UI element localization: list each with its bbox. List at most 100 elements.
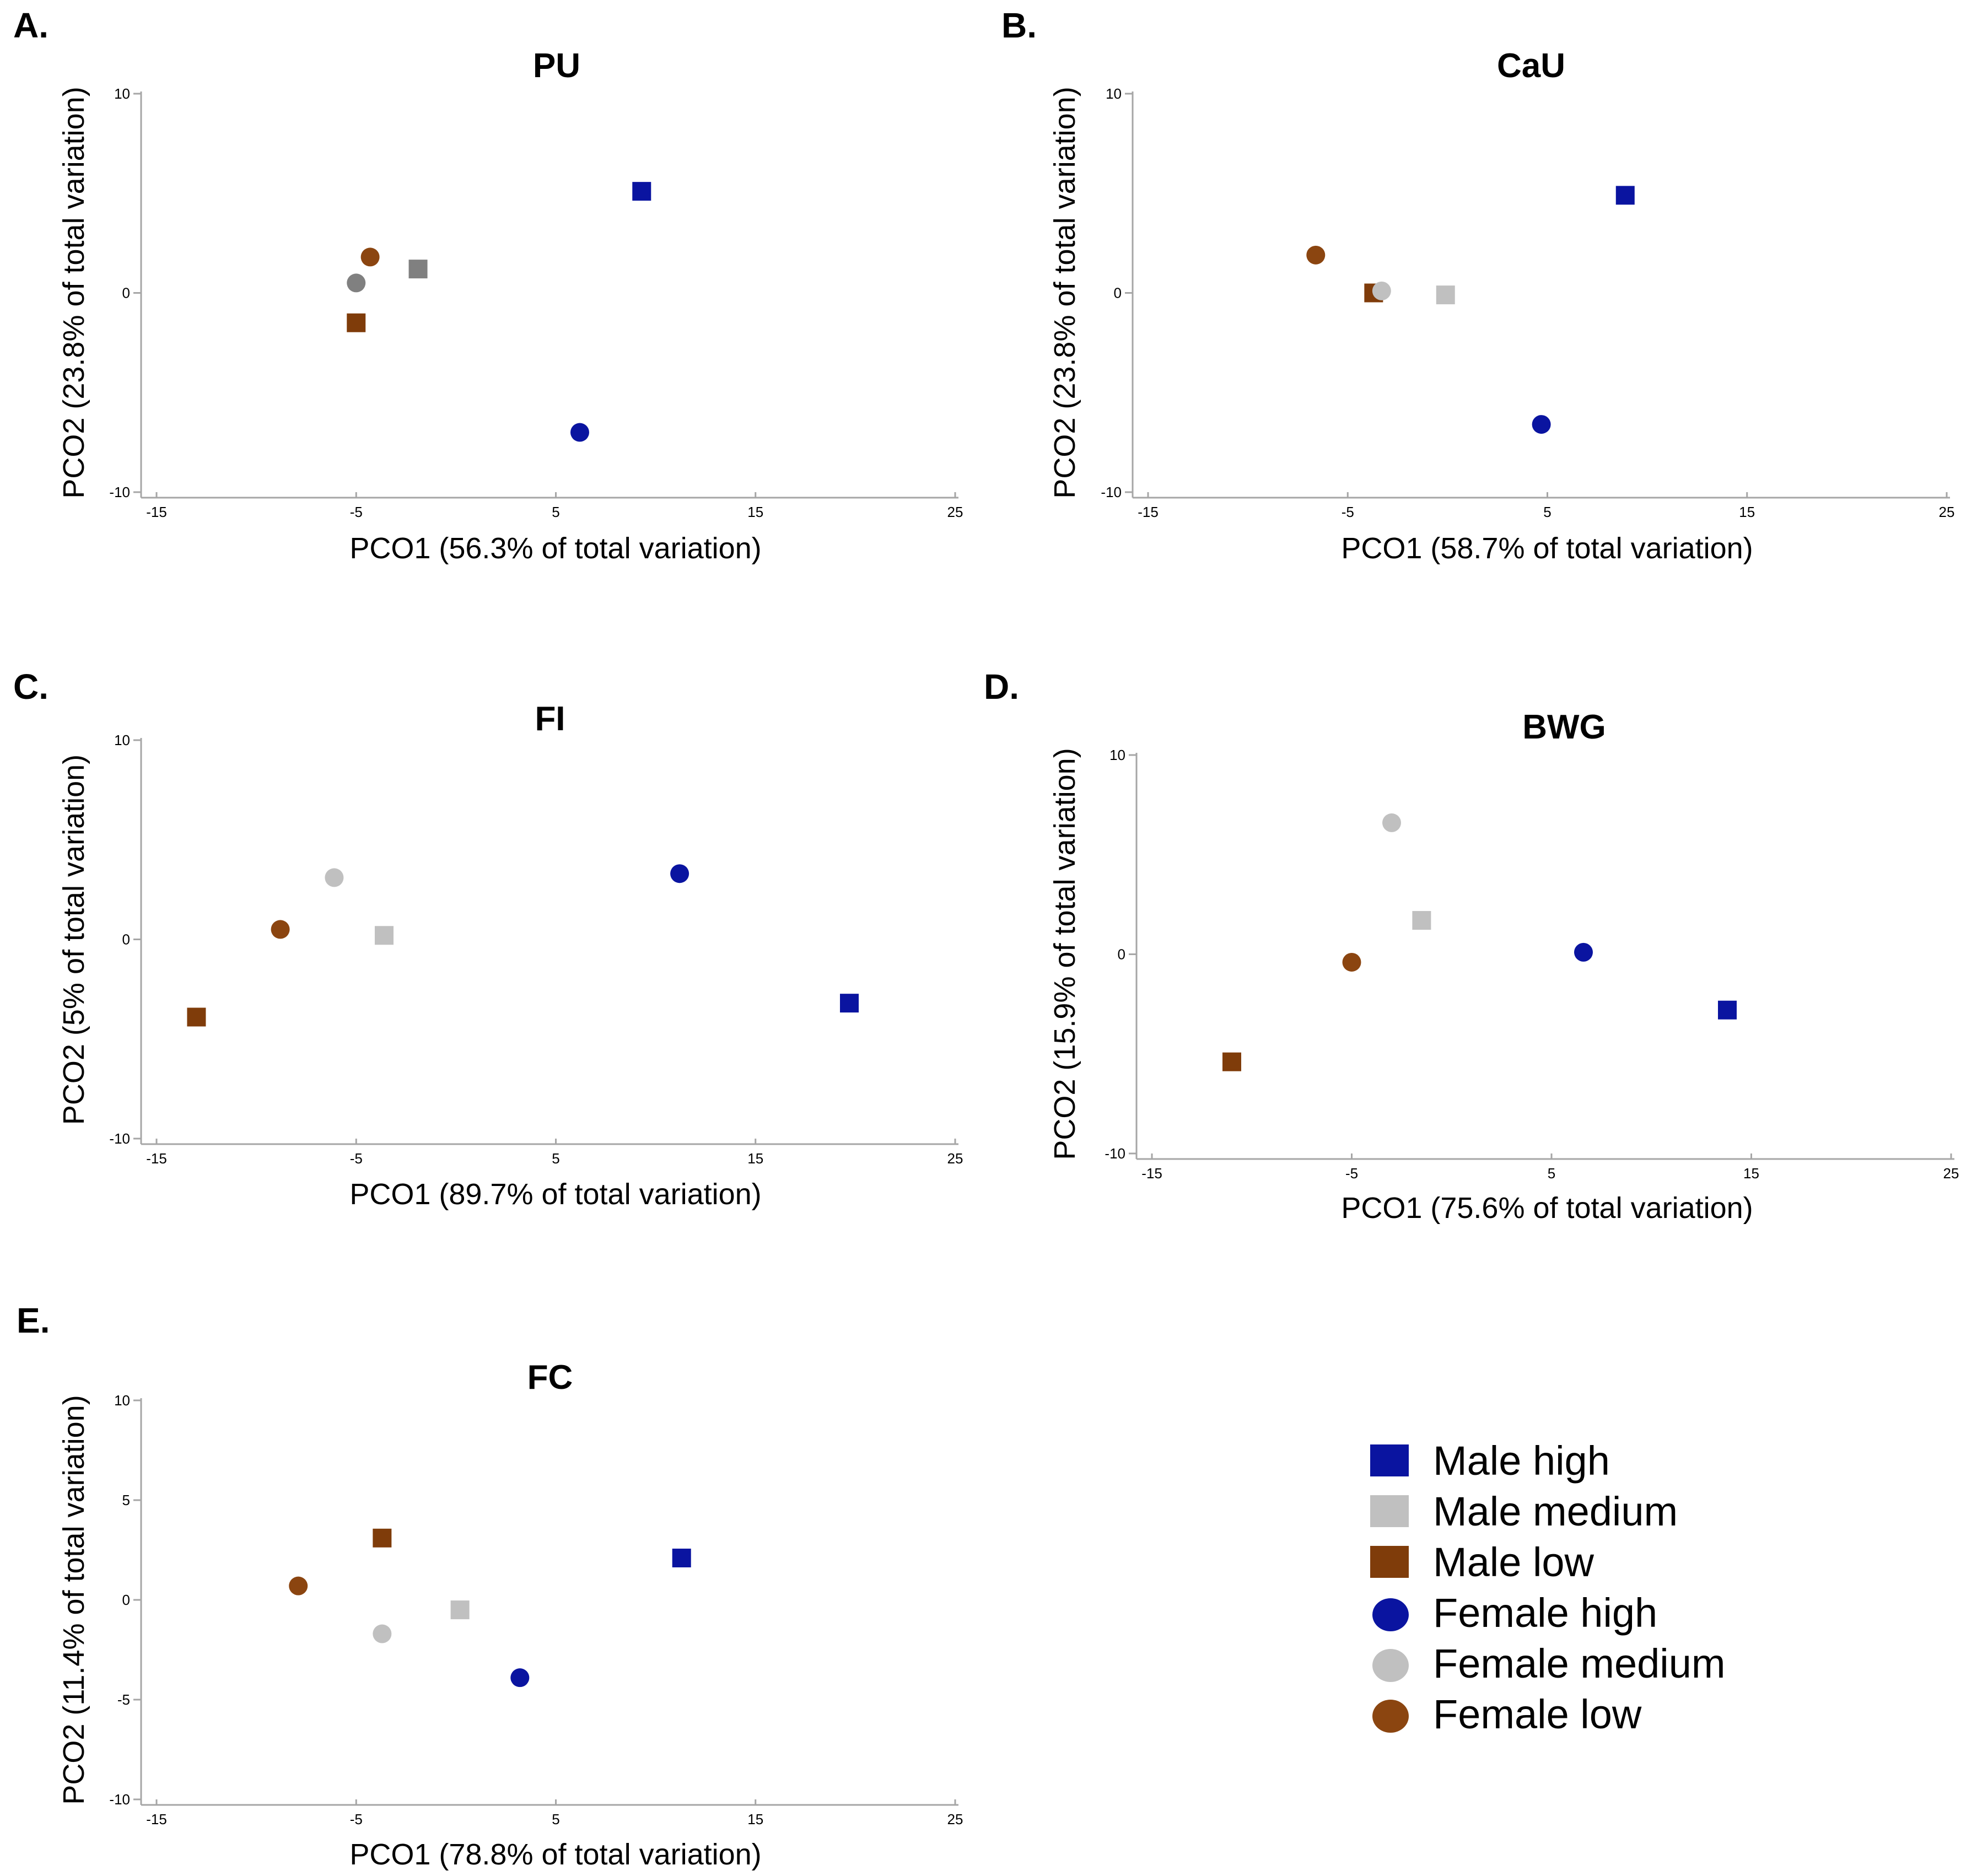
data-point-male-medium bbox=[450, 1600, 470, 1620]
y-tick-label: -10 bbox=[109, 1791, 130, 1808]
y-tick-label: 10 bbox=[1109, 747, 1125, 763]
y-tick-label: 5 bbox=[122, 1492, 130, 1508]
data-point-female-high bbox=[670, 864, 689, 883]
chart-title: BWG bbox=[1522, 708, 1606, 746]
legend-marker-square bbox=[1370, 1495, 1409, 1527]
y-axis-label: PCO2 (23.8% of total variation) bbox=[57, 87, 90, 498]
data-point-male-medium bbox=[374, 926, 394, 945]
y-tick-label: 10 bbox=[114, 85, 130, 102]
x-tick-label: 15 bbox=[747, 1811, 763, 1828]
x-tick-label: -15 bbox=[1141, 1165, 1162, 1182]
data-point-female-low bbox=[360, 247, 380, 267]
y-tick-label: -10 bbox=[1105, 1145, 1125, 1162]
y-tick-label: -10 bbox=[109, 484, 130, 500]
y-tick-label: 0 bbox=[122, 931, 130, 948]
scatter-panel-3: C. FI -15 -5 5 15 25 -10 0 10 PCO1 (89.7% of total… bbox=[13, 667, 963, 1211]
chart-title: PU bbox=[533, 47, 580, 85]
data-point-female-high bbox=[1574, 942, 1593, 962]
data-point-male-medium bbox=[1412, 911, 1431, 930]
legend-marker-square bbox=[1370, 1444, 1409, 1476]
chart-title: FC bbox=[527, 1359, 573, 1397]
data-point-male-medium bbox=[408, 260, 428, 279]
data-point-female-high bbox=[1532, 415, 1551, 434]
data-point-female-low bbox=[271, 920, 290, 939]
y-tick-label: -10 bbox=[109, 1130, 130, 1147]
y-tick-label: 0 bbox=[1118, 946, 1125, 963]
legend-label: Male medium bbox=[1433, 1489, 1678, 1534]
x-tick-label: -15 bbox=[146, 1150, 167, 1167]
y-axis-label: PCO2 (15.9% of total variation) bbox=[1048, 748, 1081, 1160]
x-axis-label: PCO1 (58.7% of total variation) bbox=[1341, 532, 1753, 565]
x-tick-label: -5 bbox=[350, 1811, 363, 1828]
x-tick-label: 5 bbox=[552, 504, 559, 520]
data-point-female-low bbox=[1342, 952, 1361, 972]
x-axis-label: PCO1 (78.8% of total variation) bbox=[349, 1838, 761, 1871]
panel-letter: E. bbox=[17, 1301, 50, 1340]
data-point-female-high bbox=[510, 1668, 530, 1688]
x-tick-label: 5 bbox=[552, 1811, 559, 1828]
x-tick-label: 5 bbox=[1548, 1165, 1555, 1182]
panel-letter: C. bbox=[13, 667, 49, 707]
x-tick-label: 15 bbox=[1743, 1165, 1759, 1182]
legend-label: Female low bbox=[1433, 1691, 1642, 1737]
y-tick-label: 0 bbox=[122, 285, 130, 301]
y-tick-label: 0 bbox=[122, 1592, 130, 1608]
data-point-male-low bbox=[347, 313, 366, 332]
x-tick-label: 25 bbox=[1943, 1165, 1959, 1182]
y-tick-label: -5 bbox=[117, 1691, 130, 1708]
data-point-female-low bbox=[1306, 245, 1326, 265]
data-point-female-medium bbox=[373, 1624, 392, 1643]
x-tick-label: -5 bbox=[350, 504, 363, 520]
data-point-male-high bbox=[632, 182, 651, 201]
data-point-male-high bbox=[1718, 1000, 1737, 1020]
legend-marker-circle bbox=[1372, 1598, 1409, 1631]
legend-marker-circle bbox=[1372, 1700, 1409, 1733]
x-tick-label: 5 bbox=[1543, 504, 1551, 520]
data-point-female-low bbox=[289, 1576, 308, 1595]
panel-letter: D. bbox=[984, 667, 1019, 707]
legend-marker-square bbox=[1370, 1546, 1409, 1578]
x-tick-label: 5 bbox=[552, 1150, 559, 1167]
chart-title: FI bbox=[535, 700, 565, 738]
data-point-male-low bbox=[373, 1528, 392, 1548]
panel-letter: B. bbox=[1001, 6, 1037, 45]
data-point-female-medium bbox=[347, 273, 366, 293]
chart-title: CaU bbox=[1497, 47, 1565, 85]
x-tick-label: 15 bbox=[747, 1150, 763, 1167]
x-tick-label: -15 bbox=[146, 504, 167, 520]
x-tick-label: 15 bbox=[747, 504, 763, 520]
legend: Male high Male medium Male low Female high F… bbox=[1370, 1438, 1726, 1737]
data-point-male-high bbox=[672, 1548, 691, 1567]
x-tick-label: -5 bbox=[1342, 504, 1354, 520]
x-tick-label: -5 bbox=[350, 1150, 363, 1167]
legend-label: Female high bbox=[1433, 1590, 1657, 1636]
y-axis-label: PCO2 (23.8% of total variation) bbox=[1048, 87, 1081, 498]
scatter-panel-1: A. PU -15 -5 5 15 25 -10 0 10 PCO1 (56.3% of total… bbox=[13, 6, 963, 565]
y-tick-label: -10 bbox=[1101, 484, 1122, 500]
x-axis-label: PCO1 (89.7% of total variation) bbox=[349, 1178, 761, 1211]
y-tick-label: 10 bbox=[114, 1392, 130, 1409]
x-axis-label: PCO1 (56.3% of total variation) bbox=[349, 532, 761, 565]
data-point-male-low bbox=[187, 1007, 206, 1027]
data-point-male-high bbox=[840, 994, 859, 1013]
y-axis-label: PCO2 (5% of total variation) bbox=[57, 754, 90, 1125]
data-point-male-high bbox=[1615, 186, 1635, 205]
x-tick-label: 15 bbox=[1739, 504, 1755, 520]
y-tick-label: 0 bbox=[1114, 285, 1122, 301]
data-point-male-medium bbox=[1436, 285, 1455, 305]
data-point-female-medium bbox=[325, 868, 344, 887]
x-tick-label: 25 bbox=[1939, 504, 1955, 520]
x-tick-label: 25 bbox=[947, 504, 963, 520]
scatter-panel-5: E. FC -15 -5 5 15 25 -10 -5 0 5 10 PCO1 (78.8% of to… bbox=[17, 1301, 963, 1871]
y-tick-label: 10 bbox=[114, 732, 130, 748]
x-tick-label: 25 bbox=[947, 1811, 963, 1828]
x-tick-label: -15 bbox=[1138, 504, 1159, 520]
data-point-female-high bbox=[570, 423, 589, 442]
y-axis-label: PCO2 (11.4% of total variation) bbox=[57, 1395, 90, 1804]
x-tick-label: 25 bbox=[947, 1150, 963, 1167]
legend-label: Male low bbox=[1433, 1539, 1594, 1585]
data-point-female-medium bbox=[1382, 813, 1401, 832]
legend-label: Male high bbox=[1433, 1438, 1610, 1484]
legend-marker-circle bbox=[1372, 1649, 1409, 1682]
